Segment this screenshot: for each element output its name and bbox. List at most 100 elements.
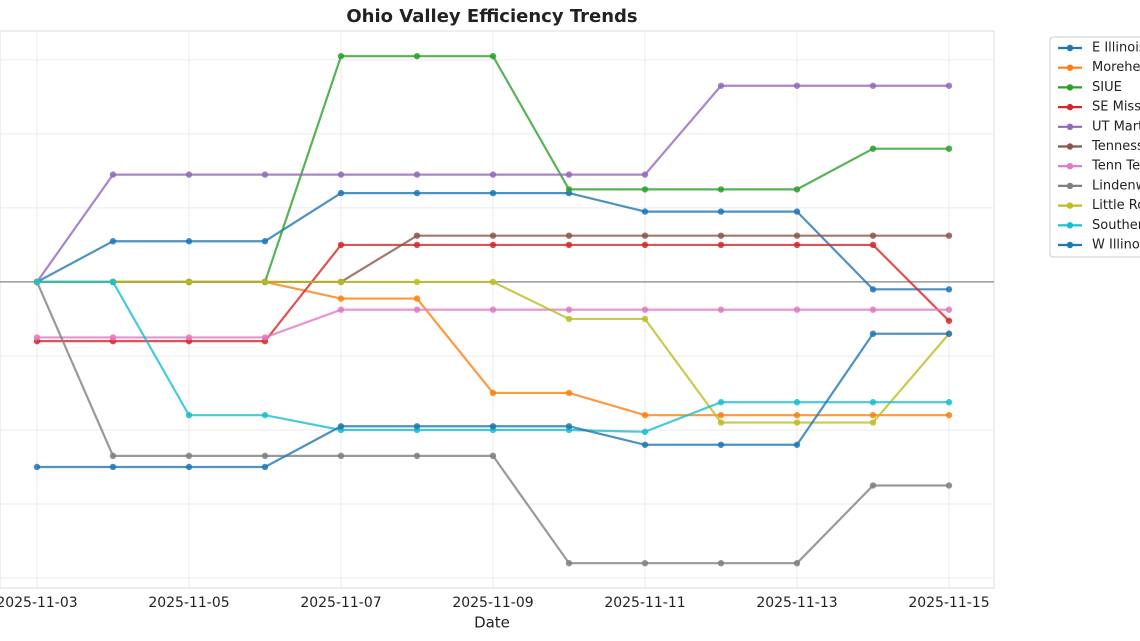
point xyxy=(565,171,573,178)
point xyxy=(641,186,649,193)
chart-title: Ohio Valley Efficiency Trends xyxy=(346,6,637,27)
point xyxy=(717,306,725,313)
point xyxy=(793,208,801,215)
legend-label: SIUE xyxy=(1092,80,1122,95)
point xyxy=(717,82,725,89)
point xyxy=(489,306,497,313)
point xyxy=(337,295,345,302)
point xyxy=(413,171,421,178)
point xyxy=(793,419,801,426)
point xyxy=(489,189,497,197)
point xyxy=(945,482,953,489)
point xyxy=(641,441,649,448)
point xyxy=(261,171,269,178)
legend-marker xyxy=(1066,222,1074,229)
point xyxy=(945,411,953,419)
x-axis-label: Date xyxy=(474,614,510,632)
point xyxy=(717,241,725,249)
legend-box xyxy=(1049,36,1140,258)
point xyxy=(337,306,345,313)
point xyxy=(869,411,877,419)
point xyxy=(793,306,801,313)
legend-marker xyxy=(1066,64,1074,71)
point xyxy=(413,232,421,239)
point xyxy=(641,171,649,178)
point xyxy=(717,232,725,239)
point xyxy=(641,560,649,567)
point xyxy=(185,278,193,286)
point xyxy=(945,330,953,337)
point xyxy=(869,82,877,89)
point xyxy=(489,423,497,430)
legend-label: Tennessee St xyxy=(1091,139,1140,154)
point xyxy=(413,241,421,249)
point xyxy=(945,317,953,324)
point xyxy=(641,428,649,436)
point xyxy=(185,334,193,341)
legend-marker xyxy=(1066,163,1074,170)
legend-marker xyxy=(1066,143,1074,150)
point xyxy=(945,286,953,293)
point xyxy=(413,295,421,302)
point xyxy=(945,232,953,239)
point xyxy=(185,463,193,471)
point xyxy=(33,334,41,341)
point xyxy=(793,241,801,249)
point xyxy=(489,241,497,249)
point xyxy=(717,399,725,406)
legend-marker xyxy=(1066,44,1074,52)
point xyxy=(565,232,573,239)
x-tick-label: 2025-11-05 xyxy=(148,595,229,611)
x-tick-label: 2025-11-15 xyxy=(908,595,989,611)
x-tick-label: 2025-11-13 xyxy=(756,595,837,611)
point xyxy=(489,452,497,460)
point xyxy=(869,399,877,406)
point xyxy=(33,278,41,286)
point xyxy=(717,441,725,448)
point xyxy=(337,189,345,197)
point xyxy=(489,171,497,178)
x-tick-label: 2025-11-11 xyxy=(604,595,685,611)
point xyxy=(413,452,421,460)
point xyxy=(109,334,117,341)
legend-label: E Illinois xyxy=(1092,41,1140,56)
point xyxy=(413,306,421,313)
point xyxy=(641,232,649,239)
point xyxy=(717,560,725,567)
point xyxy=(869,232,877,239)
point xyxy=(413,278,421,286)
legend-label: Little Rock xyxy=(1092,198,1140,213)
point xyxy=(945,399,953,406)
legend-label: SE Missouri St xyxy=(1092,100,1140,115)
point xyxy=(793,441,801,448)
point xyxy=(185,411,193,419)
point xyxy=(869,145,877,152)
point xyxy=(641,315,649,323)
point xyxy=(869,306,877,313)
legend-label: W Illinois xyxy=(1092,238,1140,253)
point xyxy=(945,306,953,313)
point xyxy=(717,186,725,193)
point xyxy=(109,452,117,460)
legend-label: Southern Indiana xyxy=(1092,218,1140,233)
legend-marker xyxy=(1066,123,1074,130)
point xyxy=(261,411,269,419)
point xyxy=(109,278,117,286)
point xyxy=(793,399,801,406)
legend-marker xyxy=(1066,202,1074,209)
point xyxy=(413,52,421,60)
point xyxy=(413,189,421,197)
point xyxy=(337,171,345,178)
point xyxy=(641,208,649,215)
point xyxy=(945,145,953,152)
point xyxy=(337,241,345,249)
point xyxy=(869,330,877,337)
point xyxy=(261,452,269,460)
legend-label: Tenn Tech xyxy=(1091,159,1140,174)
point xyxy=(261,463,269,471)
point xyxy=(261,334,269,341)
legend-label: UT Martin xyxy=(1092,119,1140,134)
legend-marker xyxy=(1066,84,1074,91)
point xyxy=(869,286,877,293)
